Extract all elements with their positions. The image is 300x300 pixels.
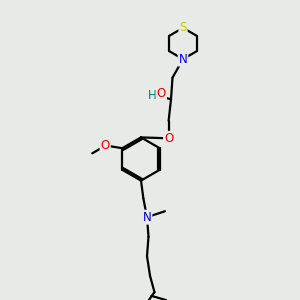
Text: S: S <box>179 21 187 34</box>
Text: N: N <box>142 211 152 224</box>
Text: H: H <box>148 89 157 102</box>
Text: O: O <box>100 139 110 152</box>
Text: O: O <box>164 132 173 145</box>
Text: N: N <box>178 52 188 66</box>
Text: O: O <box>157 87 166 101</box>
